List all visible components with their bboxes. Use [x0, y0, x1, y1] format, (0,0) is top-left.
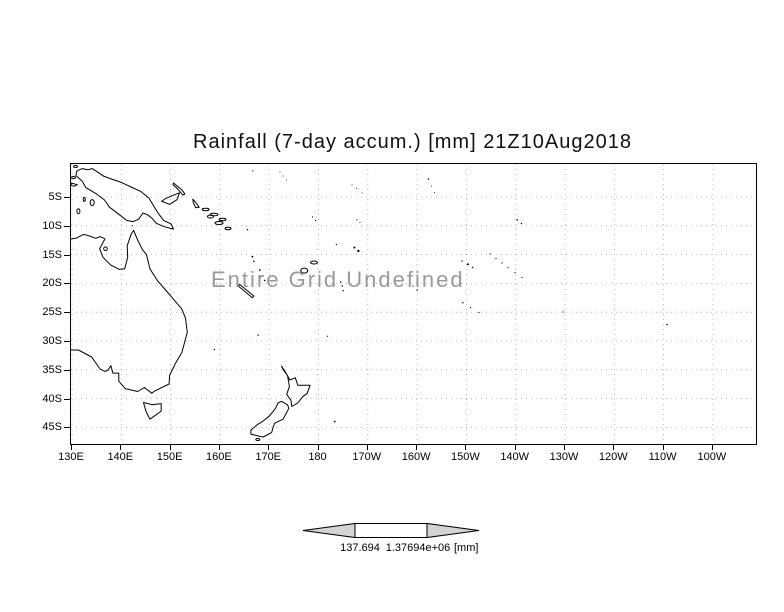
lat-tick-label: 5S [48, 191, 62, 203]
lon-tick [564, 445, 565, 450]
lon-tick-label: 150E [156, 451, 183, 463]
lat-tick [64, 341, 70, 342]
coastline-new-caledonia [237, 283, 255, 299]
colorbar [302, 522, 480, 539]
lon-tick-label: 170W [352, 451, 382, 463]
lon-tick [268, 445, 270, 450]
lon-tick [613, 445, 615, 450]
lon-tick [514, 445, 516, 450]
lon-tick-label: 140E [107, 451, 134, 463]
lon-tick-label: 130E [58, 451, 84, 463]
lat-tick [64, 225, 70, 227]
coastline-new-ireland [172, 182, 186, 196]
lon-tick-label: 100W [697, 451, 727, 463]
colorbar-left-arrow-icon [302, 522, 356, 539]
lon-tick [366, 445, 368, 450]
lat-tick [64, 197, 70, 198]
lat-tick-label: 25S [42, 306, 62, 319]
undefined-message: Entire Grid Undefined [211, 267, 465, 292]
lon-tick-label: 140W [500, 451, 530, 463]
lat-tick [64, 427, 70, 429]
lon-tick-label: 150W [451, 451, 480, 463]
map-svg [71, 164, 756, 444]
lat-tick-label: 40S [42, 392, 62, 405]
lon-tick-label: 180 [308, 451, 327, 463]
lon-tick [71, 445, 72, 450]
coastline-bougainville [192, 198, 200, 209]
lat-tick-label: 15S [42, 248, 62, 261]
coastline-australia [71, 229, 188, 394]
lon-tick-label: 120W [598, 451, 628, 463]
colorbar-tick-right: 1.37694e+06 [385, 542, 451, 554]
lat-tick-label: 10S [42, 219, 62, 232]
lon-tick [218, 445, 220, 450]
lon-tick-label: 160W [401, 451, 431, 463]
lon-tick-label: 130W [549, 451, 579, 463]
island-outlines [71, 165, 318, 441]
lon-tick [465, 445, 467, 450]
lon-tick-label: 160E [206, 451, 232, 463]
coastline-nz-north-island [281, 365, 311, 407]
lon-tick [317, 445, 319, 450]
colorbar-right-arrow-icon [426, 522, 480, 539]
colorbar-unit: [mm] [454, 542, 479, 554]
grid-layer [71, 164, 756, 444]
lon-tick [711, 445, 713, 450]
colorbar-bar [354, 523, 428, 538]
lat-tick [64, 312, 70, 314]
lat-tick-label: 45S [42, 421, 62, 434]
chart-title: Rainfall (7-day accum.) [mm] 21Z10Aug201… [193, 131, 632, 153]
lat-tick-label: 35S [42, 363, 62, 376]
coastlines [71, 168, 311, 438]
coastline-new-britain [161, 192, 180, 205]
lat-tick-label: 20S [42, 277, 62, 290]
plot-area: Entire Grid Undefined [70, 163, 757, 445]
lat-tick-label: 30S [42, 335, 62, 347]
lon-tick-label: 110W [648, 451, 677, 463]
lon-tick [169, 445, 171, 450]
lat-tick [64, 398, 70, 400]
lon-tick-label: 170E [255, 451, 282, 463]
lat-tick [64, 283, 70, 285]
island-dots [132, 170, 668, 423]
lon-tick [662, 445, 664, 450]
coastline-seram [71, 182, 78, 187]
coastline-tasmania [143, 402, 162, 420]
colorbar-tick-left: 137.694 [340, 542, 380, 554]
coastline-nz-south-island [250, 400, 290, 438]
lon-tick [120, 445, 122, 450]
coastline-new-guinea [75, 168, 174, 230]
lat-tick [64, 254, 70, 256]
lon-tick [416, 445, 418, 450]
lat-tick [64, 369, 70, 371]
